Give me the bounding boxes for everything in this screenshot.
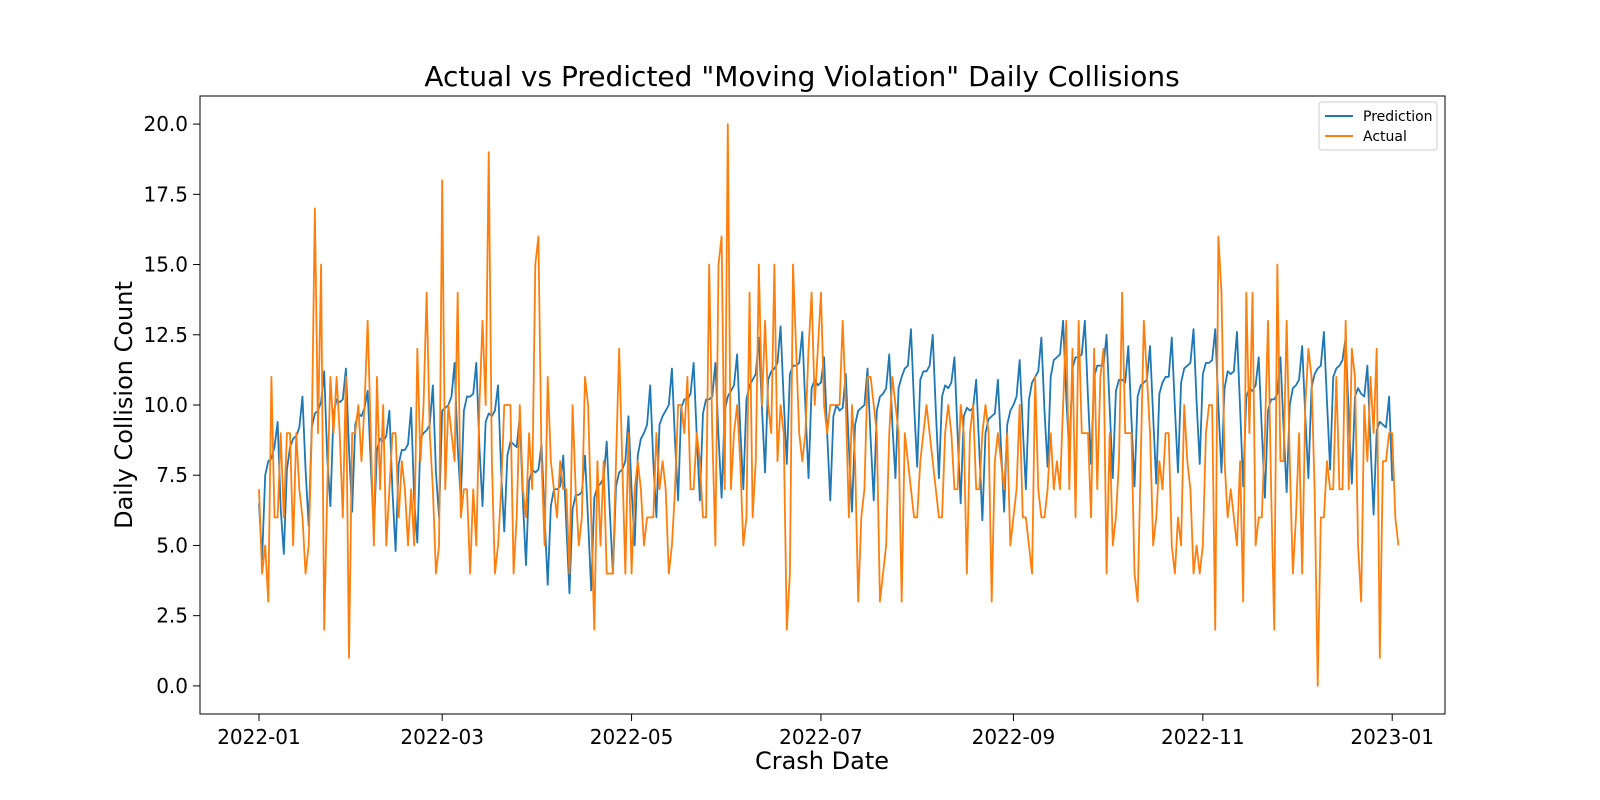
chart-title: Actual vs Predicted "Moving Violation" D… [424, 60, 1179, 93]
x-tick-label: 2022-11 [1161, 725, 1245, 749]
y-tick-label: 5.0 [156, 533, 188, 557]
x-tick-label: 2022-05 [590, 725, 674, 749]
x-tick-label: 2022-01 [217, 725, 301, 749]
x-tick-label: 2023-01 [1350, 725, 1434, 749]
y-tick-label: 7.5 [156, 463, 188, 487]
legend-label-actual: Actual [1363, 129, 1407, 145]
x-tick-label: 2022-03 [400, 725, 484, 749]
x-tick-label: 2022-07 [779, 725, 863, 749]
y-tick-label: 15.0 [143, 253, 188, 277]
y-axis-label: Daily Collision Count [110, 281, 138, 529]
x-tick-label: 2022-09 [972, 725, 1056, 749]
y-tick-label: 2.5 [156, 604, 188, 628]
series-line-actual [258, 123, 1400, 687]
y-tick-label: 20.0 [143, 112, 188, 136]
legend: Prediction Actual [1318, 101, 1438, 151]
y-tick-label: 0.0 [156, 674, 188, 698]
y-tick-label: 12.5 [143, 323, 188, 347]
y-tick-label: 17.5 [143, 182, 188, 206]
legend-label-prediction: Prediction [1363, 109, 1433, 125]
y-tick-label: 10.0 [143, 393, 188, 417]
legend-box [1318, 101, 1438, 151]
plot-area [258, 123, 1400, 687]
x-axis-label: Crash Date [755, 747, 889, 775]
